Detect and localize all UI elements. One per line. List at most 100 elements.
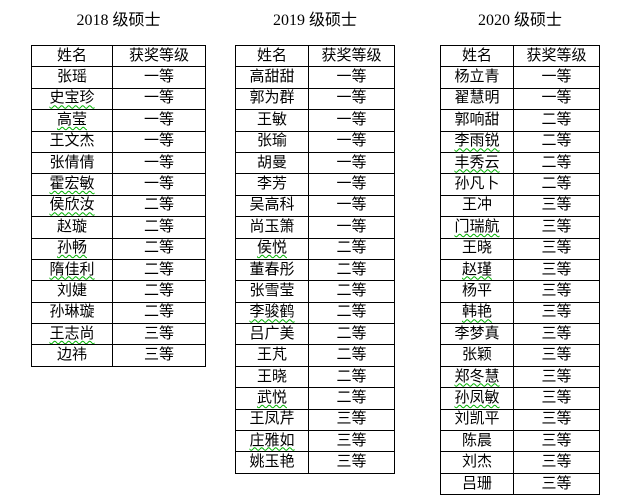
student-name-cell: 刘凯平 xyxy=(440,408,514,432)
table-row: 张瑜 一等 xyxy=(235,130,395,153)
award-level-cell: 二等 xyxy=(308,280,395,303)
table-row: 胡曼 一等 xyxy=(235,151,395,175)
table-row: 郭为群 一等 xyxy=(235,87,395,111)
award-level-cell: 一等 xyxy=(112,66,206,89)
column-header: 姓名 xyxy=(440,44,514,68)
table-row: 杨立青 一等 xyxy=(440,66,600,89)
award-level-cell: 三等 xyxy=(513,216,600,239)
student-name: 郭为群 xyxy=(249,90,295,107)
table-row: 张颖 三等 xyxy=(440,344,600,367)
award-level-cell: 三等 xyxy=(513,280,600,303)
award-level-cell: 一等 xyxy=(112,151,206,175)
student-name-cell: 郭为群 xyxy=(235,87,309,111)
table-row: 史宝珍 一等 xyxy=(31,87,206,111)
award-level-cell: 一等 xyxy=(112,87,206,111)
table-row: 赵瑾 三等 xyxy=(440,258,600,282)
table-row: 姚玉艳 三等 xyxy=(235,451,395,474)
student-name-spellcheck: 李骏鹤 xyxy=(249,304,295,321)
award-level-cell: 二等 xyxy=(513,151,600,175)
student-name: 陈晨 xyxy=(461,432,492,449)
table-row: 吕珊 三等 xyxy=(440,472,600,496)
table-row: 李雨锐 二等 xyxy=(440,130,600,153)
student-name-cell: 庄雅如 xyxy=(235,430,309,453)
header-row: 姓名 获奖等级 xyxy=(235,44,395,68)
table-row: 孙凡卜 二等 xyxy=(440,173,600,196)
student-name-cell: 隋佳利 xyxy=(31,258,113,282)
student-name-cell: 姚玉艳 xyxy=(235,451,309,474)
student-name-cell: 李骏鹤 xyxy=(235,301,309,325)
student-name-cell: 杨平 xyxy=(440,280,514,303)
student-name-cell: 张倩倩 xyxy=(31,151,113,175)
column-header: 获奖等级 xyxy=(513,44,600,68)
student-name-cell: 王晓 xyxy=(235,365,309,389)
student-name: 王冲 xyxy=(461,197,492,214)
table-row: 孙畅 二等 xyxy=(31,237,206,260)
table-row: 张雪莹 二等 xyxy=(235,280,395,303)
student-name: 李梦真 xyxy=(454,325,500,342)
student-name-cell: 王凤芹 xyxy=(235,408,309,432)
student-name-cell: 史宝珍 xyxy=(31,87,113,111)
table-row: 霍宏敏 一等 xyxy=(31,173,206,196)
award-level-cell: 三等 xyxy=(513,365,600,389)
student-name-spellcheck: 史宝珍 xyxy=(49,90,95,107)
header-row: 姓名 获奖等级 xyxy=(31,44,206,68)
award-level-cell: 一等 xyxy=(112,173,206,196)
table-row: 赵璇 二等 xyxy=(31,216,206,239)
table-row: 董春彤 二等 xyxy=(235,258,395,282)
award-level-cell: 三等 xyxy=(112,344,206,367)
student-name-cell: 翟慧明 xyxy=(440,87,514,111)
student-name-cell: 王冲 xyxy=(440,194,514,218)
award-level-cell: 二等 xyxy=(308,365,395,389)
student-name: 翟慧明 xyxy=(454,90,500,107)
student-name-cell: 郑冬慧 xyxy=(440,365,514,389)
student-name: 赵璇 xyxy=(56,218,87,235)
student-name-cell: 王文杰 xyxy=(31,130,113,153)
award-level-cell: 一等 xyxy=(513,66,600,89)
student-name: 吕广美 xyxy=(249,325,295,342)
header-row: 姓名 获奖等级 xyxy=(440,44,600,68)
student-name-cell: 李芳 xyxy=(235,173,309,196)
student-name: 李芳 xyxy=(256,176,287,193)
award-level-cell: 三等 xyxy=(513,387,600,410)
column-header: 姓名 xyxy=(31,44,113,68)
student-name: 吕珊 xyxy=(461,475,492,492)
student-name-spellcheck: 丰秀云 xyxy=(454,154,500,171)
student-name-cell: 王晓 xyxy=(440,237,514,260)
student-name-spellcheck: 李雨锐 xyxy=(454,133,500,150)
student-name-spellcheck: 王志尚 xyxy=(49,325,95,342)
award-level-cell: 二等 xyxy=(308,344,395,367)
table-row: 丰秀云 二等 xyxy=(440,151,600,175)
table-row: 尚玉箫 一等 xyxy=(235,216,395,239)
column-header: 获奖等级 xyxy=(112,44,206,68)
student-name: 高甜甜 xyxy=(249,69,295,86)
award-level-cell: 三等 xyxy=(308,430,395,453)
table-row: 李梦真 三等 xyxy=(440,323,600,346)
student-name: 董春彤 xyxy=(249,261,295,278)
table-row: 王凤芹 三等 xyxy=(235,408,395,432)
student-name: 孙凡卜 xyxy=(454,176,500,193)
student-name-spellcheck: 孙畅 xyxy=(56,240,87,257)
table-row: 侯悦 二等 xyxy=(235,237,395,260)
award-level-cell: 二等 xyxy=(308,237,395,260)
award-level-cell: 三等 xyxy=(308,408,395,432)
student-name-cell: 李梦真 xyxy=(440,323,514,346)
student-name-cell: 边祎 xyxy=(31,344,113,367)
student-name: 张瑶 xyxy=(56,69,87,86)
student-name-cell: 王志尚 xyxy=(31,323,113,346)
student-name-cell: 赵瑾 xyxy=(440,258,514,282)
student-name: 王晓 xyxy=(461,240,492,257)
award-level-cell: 一等 xyxy=(308,194,395,218)
table-row: 王芃 二等 xyxy=(235,344,395,367)
award-level-cell: 三等 xyxy=(513,430,600,453)
table-row: 王文杰 一等 xyxy=(31,130,206,153)
table-row: 张瑶 一等 xyxy=(31,66,206,89)
student-name: 胡曼 xyxy=(256,154,287,171)
student-name-spellcheck: 庄雅如 xyxy=(249,432,295,449)
award-level-cell: 二等 xyxy=(308,258,395,282)
student-name-spellcheck: 侯悦 xyxy=(256,240,287,257)
student-name: 张瑜 xyxy=(256,133,287,150)
award-level-cell: 三等 xyxy=(513,408,600,432)
table-row: 孙琳璇 二等 xyxy=(31,301,206,325)
student-name: 王芃 xyxy=(256,347,287,364)
award-level-cell: 三等 xyxy=(513,451,600,474)
